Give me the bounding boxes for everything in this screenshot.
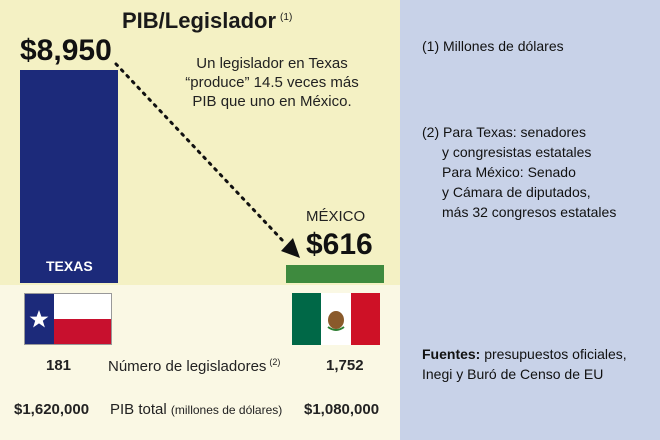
note-2-line-3: Para México: Senado: [442, 164, 576, 180]
texas-value-label: $8,950: [20, 34, 112, 67]
mexico-pib: $1,080,000: [304, 401, 380, 418]
texas-legislators: 181: [46, 357, 72, 374]
mexico-legislators: 1,752: [326, 357, 364, 374]
mexico-flag-icon: [292, 293, 380, 345]
texas-category-label: TEXAS: [46, 258, 93, 274]
legislators-label-text: Número de legisladores: [108, 358, 267, 375]
bar-texas: [20, 70, 118, 283]
note-2: (2) Para Texas: senadores y congresistas…: [422, 122, 616, 222]
note-1: (1) Millones de dólares: [422, 38, 564, 54]
note-2-line-1: (2) Para Texas: senadores: [422, 124, 586, 140]
pib-unit-text: (millones de dólares): [170, 403, 283, 417]
note-2-line-5: más 32 congresos estatales: [442, 204, 617, 220]
note-2-line-4: y Cámara de diputados,: [442, 184, 591, 200]
sources-text: presupuestos oficiales, Inegi y Buró de …: [422, 346, 627, 382]
bar-chart: [20, 62, 384, 283]
pib-label-text: PIB total: [110, 401, 167, 418]
notes-panel: (1) Millones de dólares (2) Para Texas: …: [400, 0, 660, 440]
legislators-label-note: (2): [269, 357, 281, 367]
bar-mexico: [286, 265, 384, 283]
comparison-arrow-head: [281, 238, 300, 258]
chart-annotation: Un legislador en Texas “produce” 14.5 ve…: [185, 55, 359, 110]
note-2-line-2: y congresistas estatales: [442, 144, 592, 160]
legislators-row-label: Número de legisladores (2): [108, 357, 280, 375]
comparison-table: 181 Número de legisladores (2) 1,752 $1,6…: [0, 285, 400, 440]
texas-flag-icon: [24, 293, 112, 345]
sources-note: Fuentes: presupuestos oficiales, Inegi y…: [422, 344, 657, 384]
comparison-arrow-line: [114, 62, 286, 244]
chart-area: PIB/Legislador (1) $8,950 Un legislador e…: [0, 0, 400, 285]
sources-label: Fuentes:: [422, 346, 481, 362]
chart-title-note: (1): [280, 11, 293, 23]
chart-title-text: PIB/Legislador: [122, 8, 277, 33]
chart-title: PIB/Legislador (1): [122, 8, 292, 34]
texas-pib: $1,620,000: [14, 401, 90, 418]
pib-row-label: PIB total (millones de dólares): [110, 401, 282, 418]
mexico-value-label: $616: [306, 228, 373, 261]
mexico-category-label: MÉXICO: [306, 208, 366, 225]
